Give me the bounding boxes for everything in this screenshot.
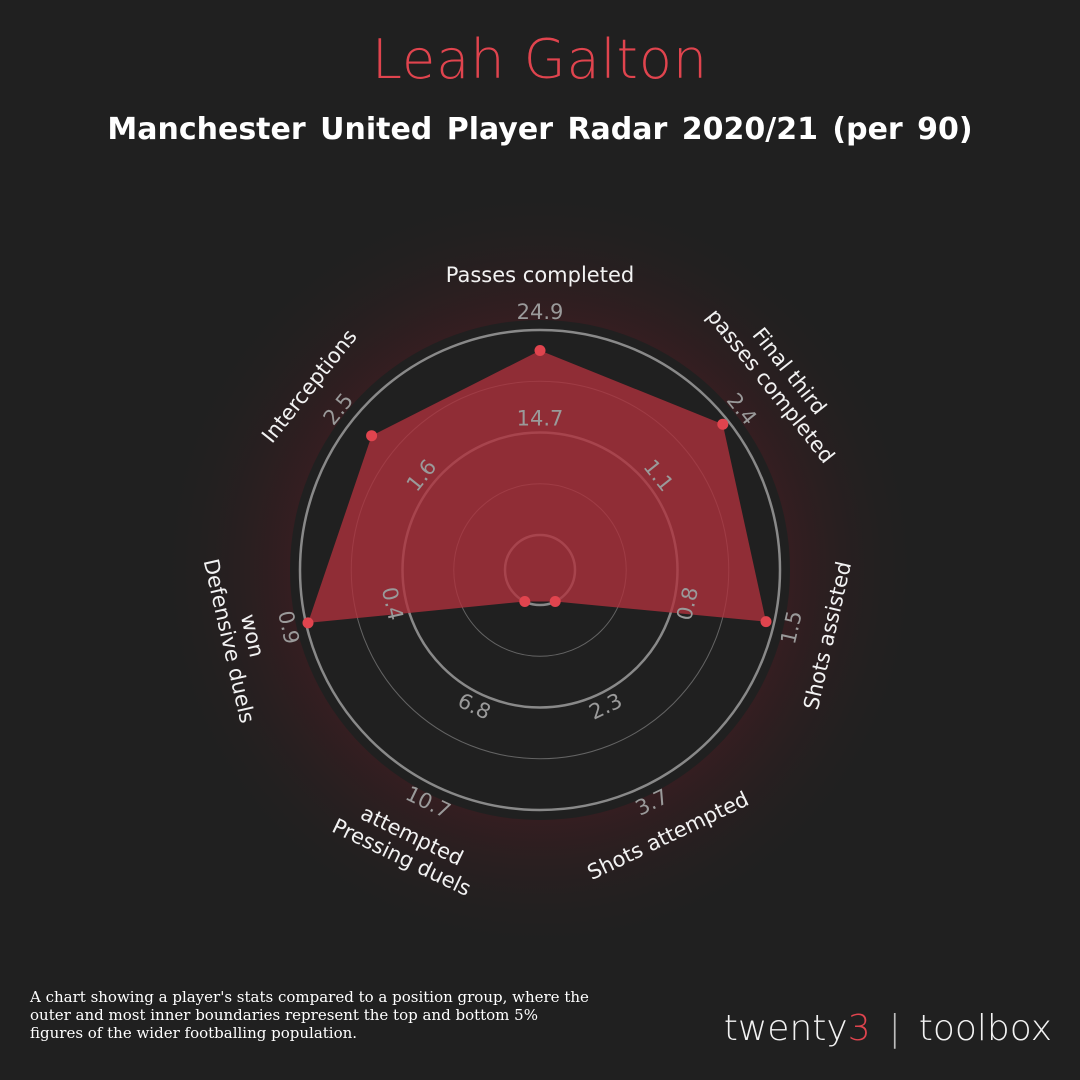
axis-label-1: Passes completed bbox=[446, 263, 634, 287]
radar-point-4 bbox=[549, 596, 561, 607]
radar-ring-4 bbox=[298, 328, 782, 812]
chart-footnote: A chart showing a player's stats compare… bbox=[30, 988, 589, 1042]
radar-area bbox=[308, 350, 766, 623]
chart-subtitle: Manchester United Player Radar 2020/21 (… bbox=[107, 112, 973, 147]
tick-mid-1: 14.7 bbox=[517, 407, 564, 431]
radar-point-6 bbox=[302, 617, 314, 629]
brand-accent: 3 bbox=[847, 1008, 871, 1049]
axis-label-1-line-1: Passes completed bbox=[446, 263, 634, 287]
tick-max-1: 24.9 bbox=[517, 300, 564, 324]
radar-point-2 bbox=[717, 418, 729, 430]
brand-separator: | bbox=[888, 1008, 901, 1049]
brand-tail: toolbox bbox=[918, 1008, 1052, 1049]
radar-point-1 bbox=[534, 345, 546, 356]
brand-main: twenty bbox=[723, 1008, 848, 1049]
brand-logo: twenty3 | toolbox bbox=[724, 1008, 1052, 1049]
radar-point-7 bbox=[366, 430, 378, 442]
player-name-title: Leah Galton bbox=[371, 28, 709, 91]
radar-point-5 bbox=[519, 596, 531, 607]
radar-point-3 bbox=[760, 616, 772, 628]
